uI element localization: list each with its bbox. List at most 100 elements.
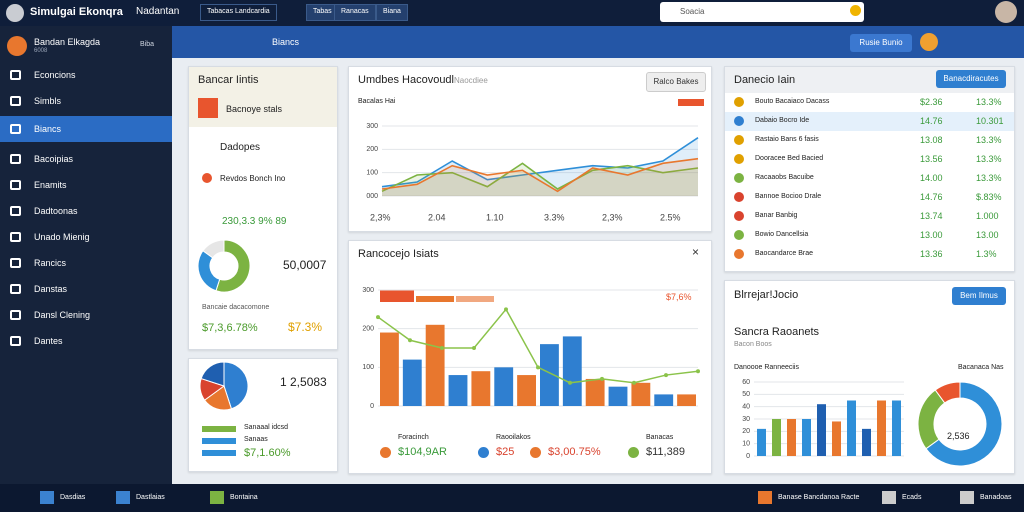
line: [381, 157, 699, 193]
close-button[interactable]: ×: [692, 245, 700, 259]
app-subtitle[interactable]: Nadantan: [136, 6, 180, 17]
legend-text: $7,1.60%: [244, 447, 291, 459]
point: [376, 315, 380, 320]
donut-chart: [918, 382, 1002, 466]
card-button[interactable]: Banacdiracutes: [936, 70, 1006, 88]
row-change: 10.301: [976, 116, 1004, 126]
alert-icon: [198, 98, 218, 118]
task-icon[interactable]: [116, 491, 130, 504]
bar: [832, 421, 841, 456]
stat: 1.10: [486, 212, 504, 222]
pie-chart: [200, 362, 248, 410]
tab[interactable]: Ranacas: [334, 4, 376, 21]
bar: [817, 404, 826, 456]
chart-label: Danoooe Ranneeciis: [734, 364, 799, 371]
row-highlight: [725, 112, 1014, 131]
line: [381, 137, 699, 188]
segment: [202, 240, 225, 259]
task-item[interactable]: Dastlaias: [136, 494, 165, 501]
task-icon[interactable]: [40, 491, 54, 504]
point: [440, 346, 444, 350]
card-button[interactable]: Bem Ilmus: [952, 287, 1006, 305]
avatar[interactable]: [995, 1, 1017, 23]
legend-swatch: [202, 426, 236, 432]
section-title: Dadopes: [220, 142, 261, 153]
card-title: Umdbes Hacovoudl: [358, 74, 454, 86]
row-icon: [734, 135, 744, 145]
point: [568, 380, 572, 385]
bar-chart: 0 100 200 300: [362, 287, 700, 410]
nav-item[interactable]: Unado Mienig: [34, 232, 90, 242]
nav-item[interactable]: Simbls: [34, 96, 62, 106]
toolbar-icon[interactable]: [920, 33, 938, 51]
tab[interactable]: Tabacas Landcardia: [200, 4, 277, 21]
bar: [654, 394, 674, 406]
nav-item[interactable]: Econcions: [34, 70, 76, 80]
row-icon: [734, 211, 744, 221]
row-value: 13.74: [920, 211, 943, 221]
nav-item[interactable]: Danstas: [34, 284, 68, 294]
footer-label: Bancaie dacacomone: [202, 304, 270, 311]
tab[interactable]: Tabas: [306, 4, 339, 21]
nav-item[interactable]: Biancs: [34, 124, 62, 134]
bar: [425, 324, 445, 406]
heading: Sancra Raoanets: [734, 326, 819, 338]
chart-label: Bacanaca Nas: [958, 364, 1004, 371]
row-icon: [734, 173, 744, 183]
card-title: Blrrejar!Jocio: [734, 289, 799, 301]
search-box[interactable]: [660, 2, 864, 22]
nav-item[interactable]: Dansl Clening: [34, 310, 91, 320]
task-item[interactable]: Ecads: [902, 494, 922, 501]
nav-item[interactable]: Rancics: [34, 258, 67, 268]
footer-dot: [628, 447, 639, 458]
task-icon[interactable]: [210, 491, 224, 504]
nav-item[interactable]: Dantes: [34, 336, 63, 346]
footer-value: $25: [496, 446, 515, 458]
task-icon[interactable]: [758, 491, 772, 504]
footer-dot: [530, 447, 541, 458]
toolbar-button[interactable]: Rusie Bunio: [850, 34, 912, 52]
user-sub: 6008: [34, 48, 48, 54]
row-change: 13.3%: [976, 135, 1002, 145]
area: [382, 137, 698, 196]
footer-value: $104,9AR: [398, 446, 447, 458]
task-icon[interactable]: [882, 491, 896, 504]
task-item[interactable]: Banase Bancdanoa Racte: [778, 494, 860, 501]
segment: [918, 389, 946, 450]
segment: [223, 362, 248, 410]
nav-icon: [10, 284, 21, 294]
card-button[interactable]: Ralco Bakes: [646, 72, 706, 92]
stat: 3.3%: [544, 212, 565, 222]
task-icon[interactable]: [960, 491, 974, 504]
task-item[interactable]: Dasdias: [60, 494, 86, 501]
footer-dot: [478, 447, 489, 458]
y-tick-label: 60: [742, 379, 750, 386]
nav-icon: [10, 154, 21, 164]
nav-item[interactable]: Dadtoonas: [34, 206, 78, 216]
task-item[interactable]: Banadoas: [980, 494, 1012, 501]
user-action[interactable]: Biba: [140, 41, 155, 48]
donut-chart: [198, 240, 250, 292]
y-tick-label: 100: [366, 170, 378, 177]
alert-text: Bacnoye stals: [226, 104, 283, 114]
search-text: Soacia: [680, 7, 705, 16]
task-item[interactable]: Bontaina: [230, 494, 258, 501]
point: [664, 373, 668, 378]
tab[interactable]: Biana: [376, 4, 408, 21]
bar: [380, 332, 399, 406]
footer-stat: $7.3%: [288, 320, 323, 334]
table-card: [724, 66, 1015, 272]
y-tick-label: 300: [366, 123, 378, 130]
nav-item[interactable]: Bacoipias: [34, 154, 74, 164]
nav-icon: [10, 206, 21, 216]
bar: [608, 386, 628, 406]
footer-dot: [380, 447, 391, 458]
bar: [585, 378, 605, 406]
search-icon[interactable]: [850, 5, 861, 16]
bar: [677, 394, 696, 406]
row-change: 13.00: [976, 230, 999, 240]
y-tick-label: 000: [366, 193, 378, 200]
nav-item[interactable]: Enamits: [34, 180, 67, 190]
y-tick-label: 20: [742, 428, 750, 435]
